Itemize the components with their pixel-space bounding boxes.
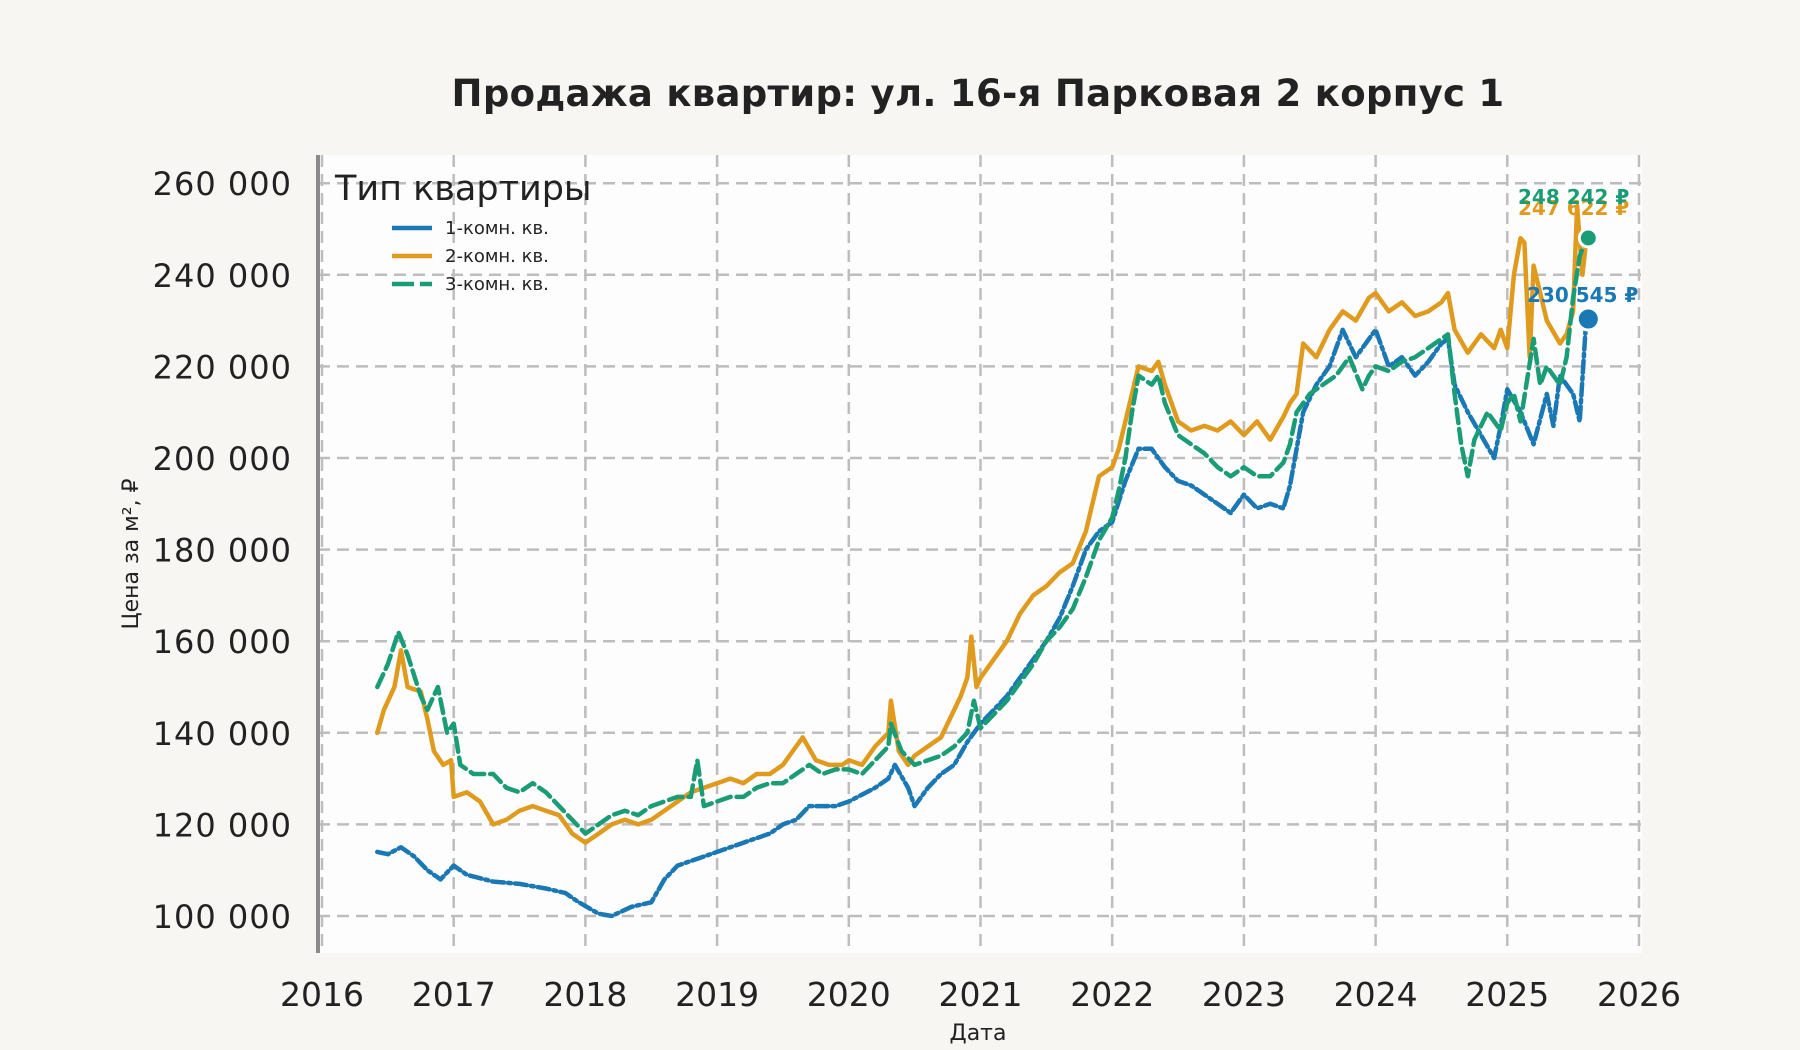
endpoint-marker (1575, 306, 1601, 332)
series-line-2-room (375, 203, 1589, 845)
endpoint-value-label: 230 545 ₽ (1527, 283, 1638, 307)
series-line-3-room (375, 234, 1589, 836)
x-tick-label: 2023 (1202, 975, 1286, 1014)
x-tick-label: 2017 (412, 975, 496, 1014)
y-tick-label: 160 000 (153, 623, 292, 661)
y-tick-label: 140 000 (153, 715, 292, 753)
y-axis-label: Цена за м², ₽ (119, 478, 144, 629)
x-axis-label: Дата (950, 1021, 1007, 1046)
series-endpoints: 247 622 ₽248 242 ₽ 230 545 ₽ (1518, 185, 1638, 332)
grid-lines (318, 155, 1642, 953)
legend-title: Тип квартиры (334, 169, 592, 209)
x-tick-label: 2018 (543, 975, 627, 1014)
y-tick-label: 120 000 (153, 806, 292, 844)
legend-label: 3-комн. кв. (445, 274, 549, 295)
series-line-1-room (375, 315, 1589, 919)
x-tick-label: 2016 (280, 975, 364, 1014)
legend-label: 2-комн. кв. (445, 246, 549, 267)
y-tick-label: 200 000 (153, 440, 292, 478)
endpoint-marker (1577, 227, 1599, 249)
x-axis-ticks: 2016 2017 2018 2019 2020 2021 2022 2023 2024 2025… (280, 975, 1681, 1014)
y-tick-label: 220 000 (153, 348, 292, 386)
y-tick-label: 260 000 (153, 165, 292, 203)
x-tick-label: 2022 (1070, 975, 1154, 1014)
x-tick-label: 2024 (1334, 975, 1418, 1014)
x-tick-label: 2020 (807, 975, 891, 1014)
x-tick-label: 2025 (1465, 975, 1549, 1014)
data-series (375, 203, 1589, 919)
legend: Тип квартиры 1-комн. кв. 2-комн. кв. 3-ком… (334, 169, 592, 295)
legend-label: 1-комн. кв. (445, 218, 549, 239)
x-tick-label: 2021 (939, 975, 1023, 1014)
y-axis-ticks: 100 000 120 000 140 000 160 000 180 000 200 0… (153, 165, 292, 936)
x-tick-label: 2026 (1597, 975, 1681, 1014)
y-tick-label: 180 000 (153, 532, 292, 570)
endpoint-value-label: 247 622 ₽ (1518, 196, 1629, 220)
y-tick-label: 100 000 (153, 898, 292, 936)
chart-title: Продажа квартир: ул. 16-я Парковая 2 кор… (451, 72, 1505, 115)
x-tick-label: 2019 (675, 975, 759, 1014)
y-tick-label: 240 000 (153, 257, 292, 295)
endpoint-value-label: 248 242 ₽ (1518, 185, 1629, 209)
